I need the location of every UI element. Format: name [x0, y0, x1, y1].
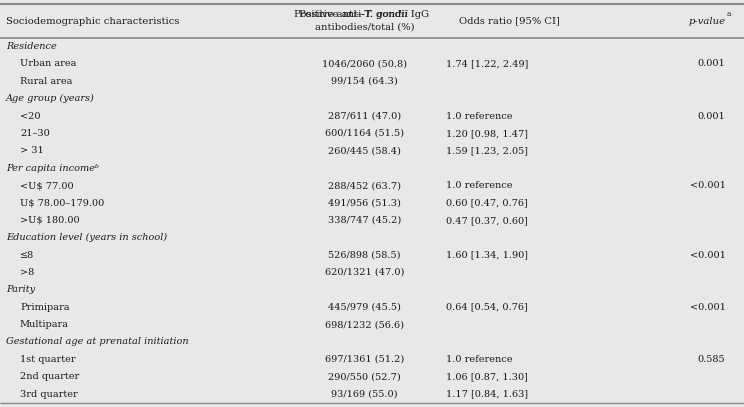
Text: 0.47 [0.37, 0.60]: 0.47 [0.37, 0.60] — [446, 216, 528, 225]
Text: 260/445 (58.4): 260/445 (58.4) — [328, 147, 401, 155]
Text: 698/1232 (56.6): 698/1232 (56.6) — [325, 320, 404, 329]
Text: 287/611 (47.0): 287/611 (47.0) — [328, 112, 401, 120]
Text: 445/979 (45.5): 445/979 (45.5) — [328, 303, 401, 312]
Text: >8: >8 — [20, 268, 34, 277]
Text: Urban area: Urban area — [20, 59, 77, 68]
Text: Gestational age at prenatal initiation: Gestational age at prenatal initiation — [6, 337, 188, 346]
Text: Sociodemographic characteristics: Sociodemographic characteristics — [6, 17, 179, 26]
Text: 526/898 (58.5): 526/898 (58.5) — [328, 251, 401, 260]
Text: 0.585: 0.585 — [698, 355, 725, 364]
Text: Per capita incomeᵇ: Per capita incomeᵇ — [6, 164, 99, 173]
Text: 1st quarter: 1st quarter — [20, 355, 76, 364]
Text: Residence: Residence — [6, 42, 57, 51]
Text: 1.0 reference: 1.0 reference — [446, 355, 513, 364]
Text: 1.74 [1.22, 2.49]: 1.74 [1.22, 2.49] — [446, 59, 529, 68]
Text: ≤8: ≤8 — [20, 251, 34, 260]
Text: U$ 78.00–179.00: U$ 78.00–179.00 — [20, 199, 104, 208]
Text: >U$ 180.00: >U$ 180.00 — [20, 216, 80, 225]
Text: T. gondii: T. gondii — [365, 11, 408, 20]
Text: 0.001: 0.001 — [698, 59, 725, 68]
Text: 0.64 [0.54, 0.76]: 0.64 [0.54, 0.76] — [446, 303, 528, 312]
Text: 0.001: 0.001 — [698, 112, 725, 120]
Text: 1.60 [1.34, 1.90]: 1.60 [1.34, 1.90] — [446, 251, 528, 260]
Text: 2nd quarter: 2nd quarter — [20, 372, 79, 381]
Text: Rural area: Rural area — [20, 77, 72, 86]
Text: a: a — [726, 10, 731, 18]
Text: 491/956 (51.3): 491/956 (51.3) — [328, 199, 401, 208]
Text: 600/1164 (51.5): 600/1164 (51.5) — [325, 129, 404, 138]
Text: <0.001: <0.001 — [690, 181, 725, 190]
Text: 620/1321 (47.0): 620/1321 (47.0) — [325, 268, 404, 277]
Text: 1.20 [0.98, 1.47]: 1.20 [0.98, 1.47] — [446, 129, 528, 138]
Text: 1046/2060 (50.8): 1046/2060 (50.8) — [322, 59, 407, 68]
Text: <U$ 77.00: <U$ 77.00 — [20, 181, 74, 190]
Text: <0.001: <0.001 — [690, 251, 725, 260]
Text: <20: <20 — [20, 112, 40, 120]
Text: 1.06 [0.87, 1.30]: 1.06 [0.87, 1.30] — [446, 372, 528, 381]
Text: > 31: > 31 — [20, 147, 44, 155]
Text: Multipara: Multipara — [20, 320, 69, 329]
Text: antibodies/total (%): antibodies/total (%) — [315, 23, 414, 32]
Text: Parity: Parity — [6, 285, 35, 294]
Text: Positive anti-–: Positive anti-– — [294, 11, 365, 20]
Text: 1.0 reference: 1.0 reference — [446, 112, 513, 120]
Text: 1.59 [1.23, 2.05]: 1.59 [1.23, 2.05] — [446, 147, 528, 155]
Text: 1.17 [0.84, 1.63]: 1.17 [0.84, 1.63] — [446, 389, 528, 398]
Text: Positive anti-T. gondii IgG: Positive anti-T. gondii IgG — [300, 11, 429, 20]
Text: <0.001: <0.001 — [690, 303, 725, 312]
Text: 21–30: 21–30 — [20, 129, 50, 138]
Text: 93/169 (55.0): 93/169 (55.0) — [331, 389, 398, 398]
Text: 99/154 (64.3): 99/154 (64.3) — [331, 77, 398, 86]
Text: Primipara: Primipara — [20, 303, 69, 312]
Text: Odds ratio [95% CI]: Odds ratio [95% CI] — [459, 17, 560, 26]
Text: Age group (years): Age group (years) — [6, 94, 94, 103]
Text: Education level (years in school): Education level (years in school) — [6, 233, 167, 242]
Text: 338/747 (45.2): 338/747 (45.2) — [328, 216, 401, 225]
Text: 697/1361 (51.2): 697/1361 (51.2) — [325, 355, 404, 364]
Text: 1.0 reference: 1.0 reference — [446, 181, 513, 190]
Text: 0.60 [0.47, 0.76]: 0.60 [0.47, 0.76] — [446, 199, 528, 208]
Text: 288/452 (63.7): 288/452 (63.7) — [328, 181, 401, 190]
Text: p-value: p-value — [688, 17, 725, 26]
Text: 3rd quarter: 3rd quarter — [20, 389, 77, 398]
Text: 290/550 (52.7): 290/550 (52.7) — [328, 372, 401, 381]
